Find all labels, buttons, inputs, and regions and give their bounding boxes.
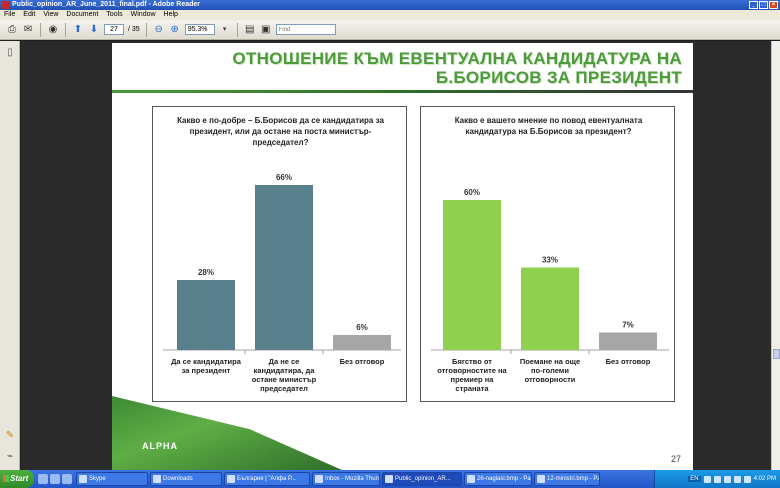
pdf-page: ОТНОШЕНИЕ КЪМ ЕВЕНТУАЛНА КАНДИДАТУРА НА … — [112, 43, 693, 470]
tray-icon[interactable] — [703, 475, 711, 483]
print-icon[interactable]: ⎙ — [8, 23, 16, 35]
chart-bar — [177, 280, 235, 350]
navigation-sidebar: ▯ ✎ ⌁ — [0, 41, 20, 470]
window-title-bar: Public_opinion_AR_June_2011_final.pdf - … — [0, 0, 780, 10]
chevron-down-icon[interactable]: ▾ — [222, 25, 227, 33]
toolbar: ⎙ ✉ ◉ ⬆ ⬇ / 35 ⊖ ⊕ 95.3% ▾ ▤ ▣ — [0, 20, 780, 40]
window-controls: _ □ × — [749, 1, 778, 9]
chart-bar — [255, 185, 313, 350]
previous-page-icon[interactable]: ⬆ — [73, 23, 83, 35]
maximize-button[interactable]: □ — [759, 1, 768, 9]
taskbar-item-adobe-reader[interactable]: Public_opinion_AR... — [382, 472, 462, 486]
quick-launch-icon[interactable] — [50, 474, 60, 484]
toolbar-separator — [236, 22, 238, 37]
tray-icon[interactable] — [713, 475, 721, 483]
next-page-icon[interactable]: ⬇ — [89, 23, 99, 35]
chart-data-label: 66% — [276, 173, 292, 182]
chart-bar — [333, 335, 391, 350]
scrollbar-thumb[interactable] — [773, 349, 780, 359]
quick-launch — [34, 474, 76, 484]
vertical-scrollbar[interactable] — [771, 41, 780, 470]
taskbar-item-paint-1[interactable]: 26-naglasi.bmp - Paint — [464, 472, 532, 486]
share-icon[interactable]: ◉ — [48, 23, 58, 35]
chart-right-question: Какво е вашето мнение по повод евентуалн… — [454, 116, 643, 136]
find-input[interactable] — [275, 24, 336, 35]
slide-page-number: 27 — [670, 454, 681, 464]
quick-launch-icon[interactable] — [38, 474, 48, 484]
tray-icon[interactable] — [733, 475, 741, 483]
footer-graphic — [112, 396, 342, 470]
email-icon[interactable]: ✉ — [23, 23, 33, 35]
menu-edit[interactable]: Edit — [23, 11, 36, 18]
chart-bar — [521, 267, 579, 350]
comments-icon[interactable]: ✎ — [5, 430, 15, 441]
chart-data-label: 6% — [356, 323, 368, 332]
attachments-icon[interactable]: ⌁ — [6, 451, 14, 462]
chart-data-label: 60% — [464, 188, 480, 197]
title-divider — [112, 90, 693, 93]
chart-data-label: 28% — [198, 268, 214, 277]
menu-bar: File Edit View Document Tools Window Hel… — [0, 10, 780, 20]
language-indicator[interactable]: EN — [688, 476, 701, 482]
fit-width-icon[interactable]: ▣ — [260, 23, 271, 35]
page-total: / 35 — [128, 26, 140, 33]
minimize-button[interactable]: _ — [749, 1, 758, 9]
taskbar-item-downloads[interactable]: Downloads — [150, 472, 222, 486]
chart-category-label: Бягство от отговорностите на премиер на стр… — [437, 357, 507, 393]
system-tray: EN 4:02 PM — [654, 470, 780, 488]
menu-document[interactable]: Document — [66, 11, 99, 18]
menu-tools[interactable]: Tools — [106, 11, 123, 18]
slide-title-line2: Б.БОРИСОВ ЗА ПРЕЗИДЕНТ — [435, 68, 682, 87]
menu-help[interactable]: Help — [163, 11, 178, 18]
fit-page-icon[interactable]: ▤ — [244, 23, 255, 35]
menu-window[interactable]: Window — [130, 11, 156, 18]
toolbar-separator — [65, 22, 66, 37]
alpha-logo: ALPHA — [142, 441, 178, 451]
tray-icon[interactable] — [743, 475, 751, 483]
chart-bar — [443, 200, 501, 350]
clock: 4:02 PM — [753, 476, 776, 482]
page-number-input[interactable] — [104, 24, 124, 35]
chart-right: 60% Бягство от отговорностите на премиер на… — [431, 188, 669, 393]
slide-title: ОТНОШЕНИЕ КЪМ ЕВЕНТУАЛНА КАНДИДАТУРА НА … — [212, 49, 682, 87]
taskbar-item-thunderbird[interactable]: Inbox - Mozilla Thund... — [312, 472, 380, 486]
toolbar-separator — [145, 22, 147, 37]
chart-left-question: Какво е по-добре – Б.Борисов да се канди… — [177, 116, 384, 147]
chart-data-label: 33% — [542, 256, 558, 265]
chart-panel-right: Какво е вашето мнение по повод евентуалн… — [420, 106, 675, 402]
taskbar-item-browser[interactable]: България | "Алфа Р... — [224, 472, 310, 486]
taskbar-item-paint-2[interactable]: 12-ministri.bmp - Paint — [534, 472, 600, 486]
menu-view[interactable]: View — [43, 11, 59, 18]
document-viewport[interactable]: ОТНОШЕНИЕ КЪМ ЕВЕНТУАЛНА КАНДИДАТУРА НА … — [21, 41, 771, 470]
chart-bar — [599, 332, 657, 350]
start-button[interactable]: Start — [0, 470, 34, 488]
tray-icon[interactable] — [723, 475, 731, 483]
window-title: Public_opinion_AR_June_2011_final.pdf - … — [12, 1, 201, 8]
chart-panel-left: Какво е по-добре – Б.Борисов да се канди… — [152, 106, 407, 402]
chart-left: 28% Да се кандидатира за президент 66% Да не… — [163, 173, 401, 393]
chart-data-label: 7% — [622, 321, 634, 330]
quick-launch-icon[interactable] — [62, 474, 72, 484]
chart-category-label: Да се кандидатира за президент — [171, 357, 242, 375]
taskbar-item-skype[interactable]: Skype — [76, 472, 148, 486]
chart-category-label: Без отговор — [340, 357, 385, 366]
toolbar-separator — [40, 22, 41, 37]
pages-icon[interactable]: ▯ — [7, 47, 13, 58]
chart-category-label: Да не се кандидатира, да остане министър пр… — [252, 357, 317, 393]
zoom-in-icon[interactable]: ⊕ — [170, 23, 179, 35]
menu-file[interactable]: File — [4, 11, 16, 18]
close-button[interactable]: × — [769, 1, 778, 9]
chart-category-label: Поемане на още по-големи отговорности — [520, 357, 580, 384]
slide-title-line1: ОТНОШЕНИЕ КЪМ ЕВЕНТУАЛНА КАНДИДАТУРА НА — [232, 49, 682, 68]
chart-category-label: Без отговор — [606, 357, 651, 366]
zoom-out-icon[interactable]: ⊖ — [154, 23, 163, 35]
zoom-level-select[interactable]: 95.3% — [184, 24, 215, 35]
adobe-reader-icon — [2, 1, 10, 9]
windows-taskbar: Start Skype Downloads България | "Алфа Р… — [0, 470, 780, 488]
